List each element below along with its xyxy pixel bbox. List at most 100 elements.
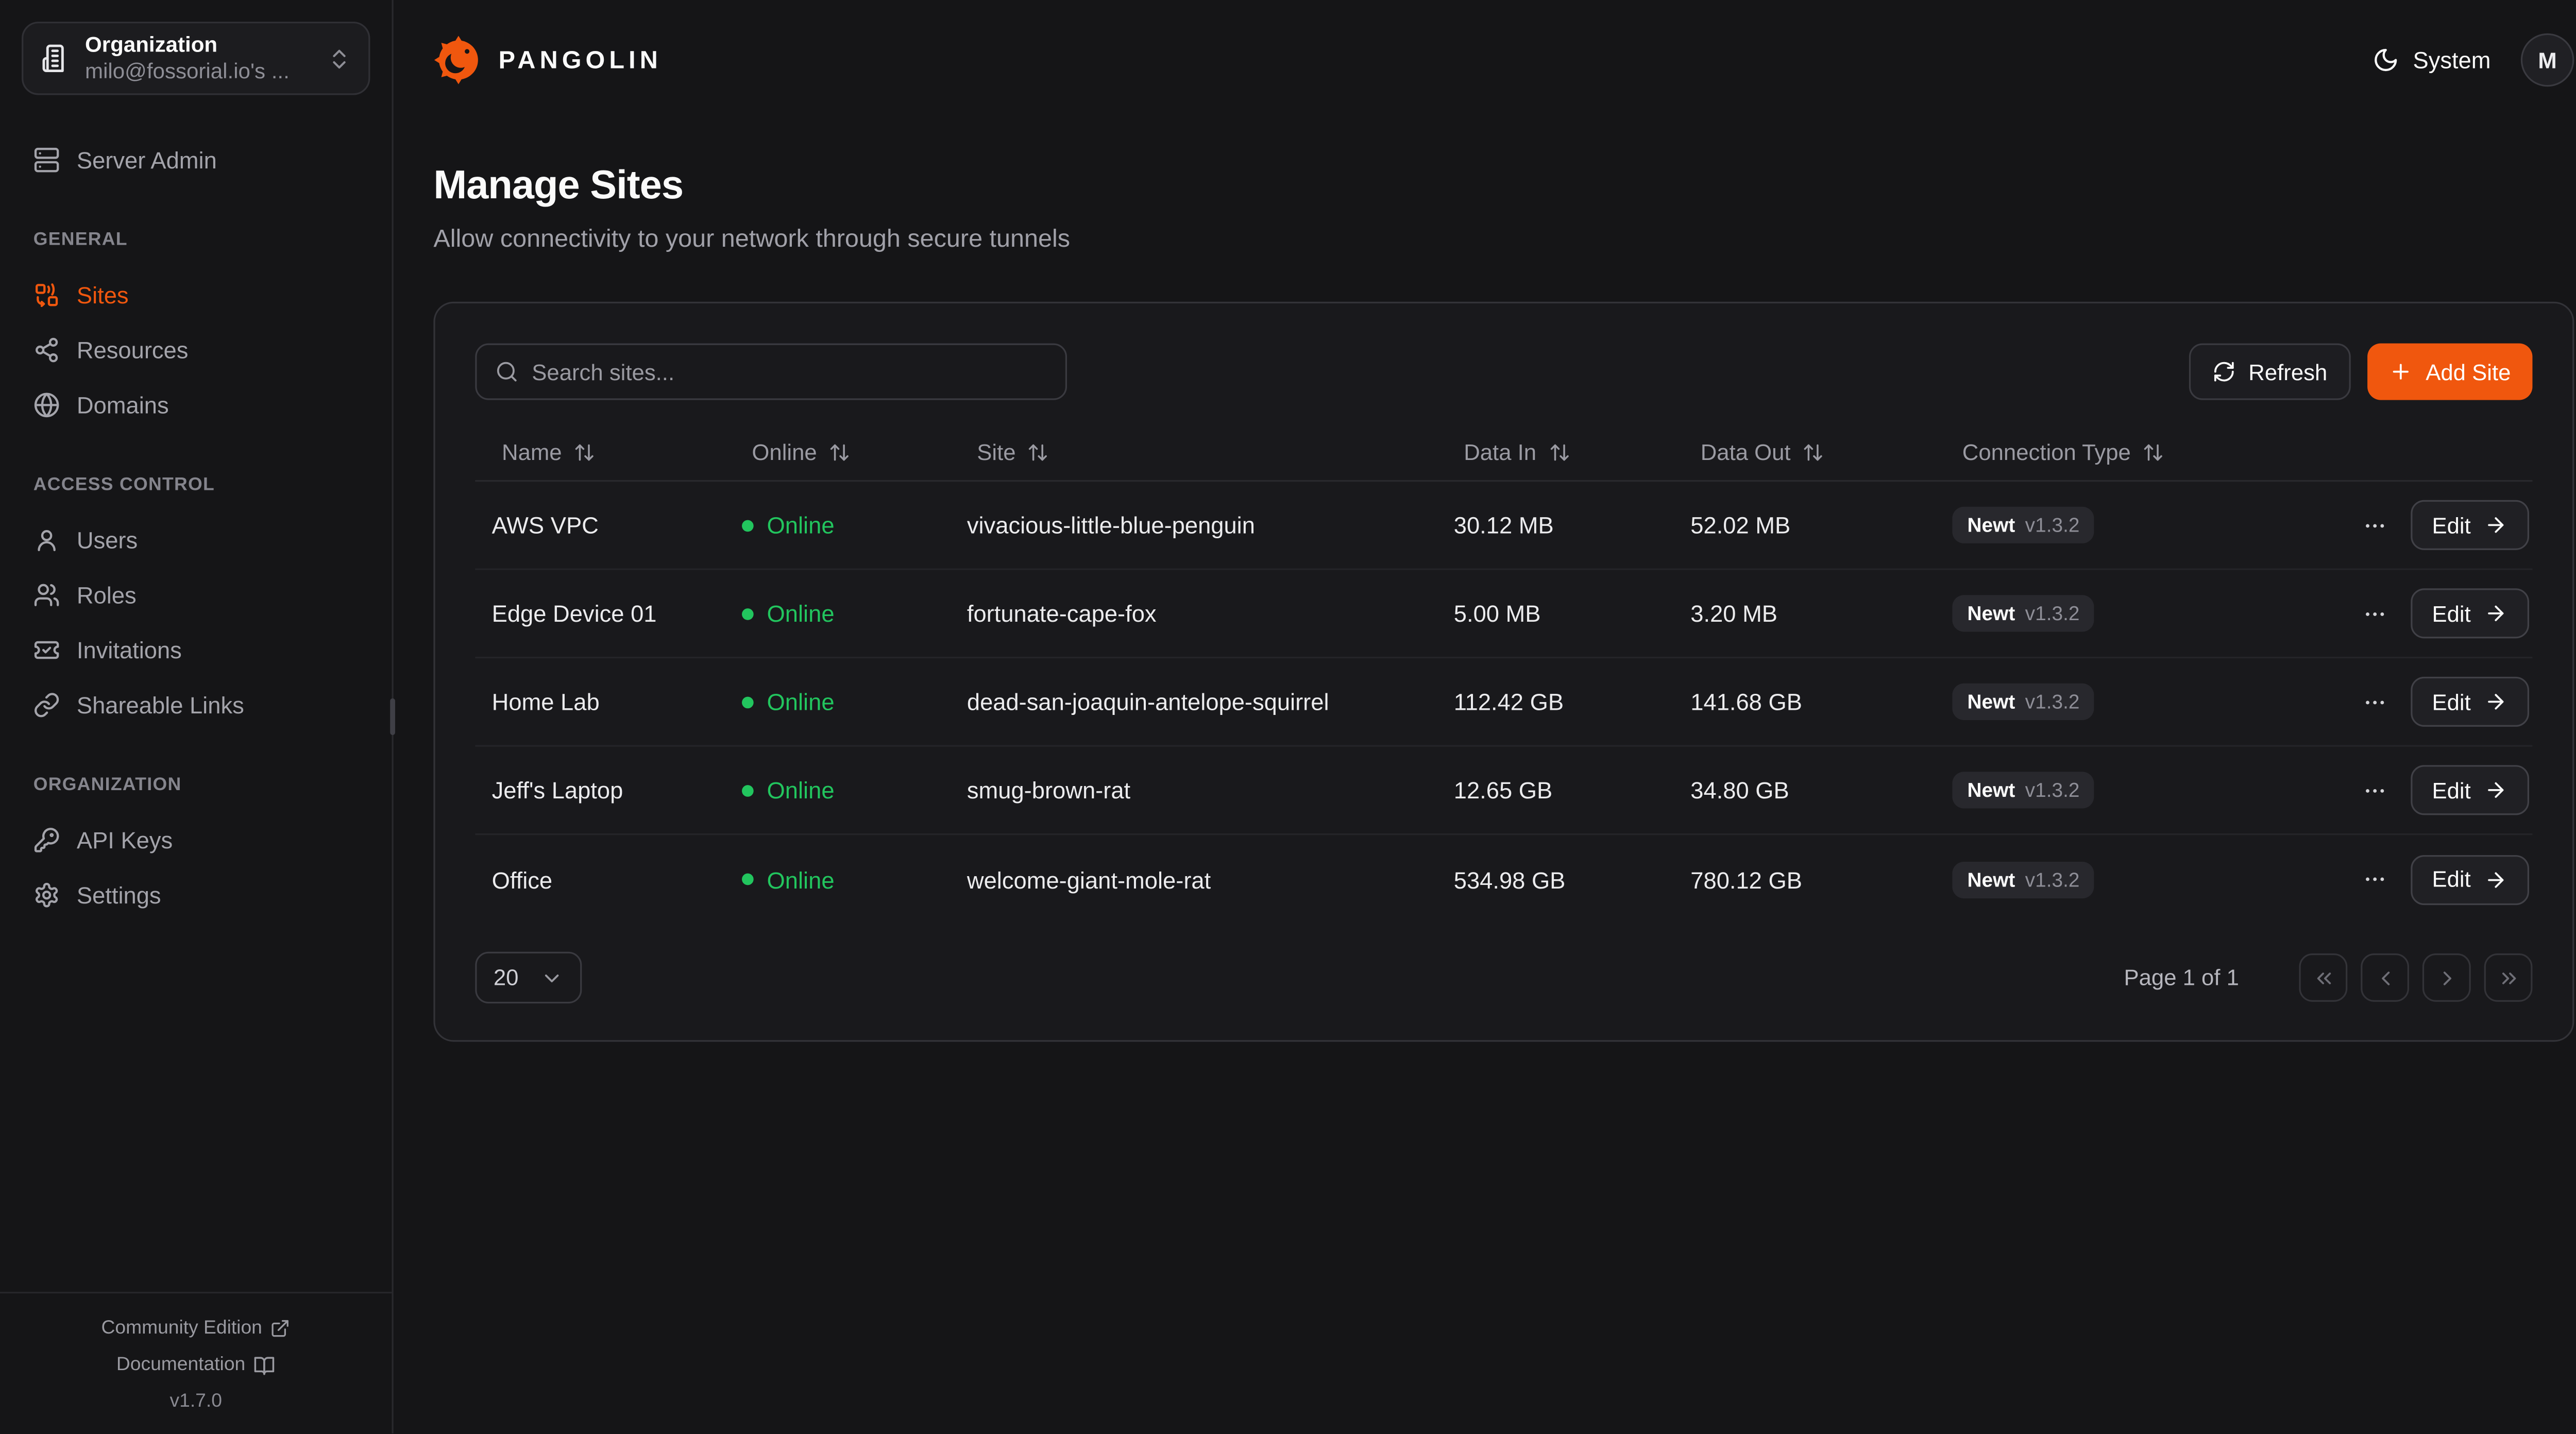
sidebar-item-label: Settings	[76, 881, 161, 909]
avatar-initial: M	[2538, 47, 2557, 73]
sort-header-data-out[interactable]: Data Out	[1674, 440, 1936, 465]
connection-type: Newt	[1967, 513, 2015, 537]
sidebar-item-domains[interactable]: Domains	[27, 380, 365, 430]
column-label: Name	[502, 440, 562, 465]
sidebar: Organization milo@fossorial.io's ... Ser…	[0, 0, 395, 1433]
share-icon	[33, 337, 60, 364]
sort-icon	[1802, 442, 1824, 464]
first-page-button[interactable]	[2299, 953, 2348, 1002]
sidebar-item-roles[interactable]: Roles	[27, 570, 365, 620]
online-label: Online	[767, 776, 835, 804]
sites-card: Refresh Add Site Name Online Site Data I…	[433, 301, 2574, 1042]
edit-label: Edit	[2432, 689, 2471, 714]
prev-page-button[interactable]	[2361, 953, 2410, 1002]
community-edition-link[interactable]: Community Edition	[0, 1310, 392, 1346]
section-heading-access-control: ACCESS CONTROL	[33, 475, 215, 496]
org-value: milo@fossorial.io's ...	[85, 58, 290, 83]
sidebar-item-label: Sites	[76, 281, 129, 309]
sidebar-item-label: Roles	[76, 582, 137, 609]
arrow-right-icon	[2484, 602, 2507, 625]
app-version: v1.7.0	[170, 1392, 222, 1412]
link-icon	[33, 692, 60, 719]
table-row: Office Online welcome-giant-mole-rat 534…	[475, 835, 2532, 924]
user-icon	[33, 527, 60, 554]
sidebar-item-label: Server Admin	[76, 146, 217, 174]
edit-button[interactable]: Edit	[2410, 588, 2530, 639]
row-menu-button[interactable]	[2355, 505, 2396, 545]
cell-site: dead-san-joaquin-antelope-squirrel	[967, 688, 1329, 715]
row-menu-button[interactable]	[2355, 682, 2396, 722]
edit-label: Edit	[2432, 513, 2471, 538]
cell-connection-type: Newt v1.3.2	[1936, 506, 2252, 543]
edit-button[interactable]: Edit	[2410, 854, 2530, 904]
sidebar-resize-handle[interactable]	[390, 698, 395, 736]
next-page-button[interactable]	[2422, 953, 2471, 1002]
globe-icon	[33, 391, 60, 418]
edit-button[interactable]: Edit	[2410, 500, 2530, 550]
online-label: Online	[767, 866, 835, 893]
page-size-select[interactable]: 20	[475, 951, 582, 1004]
cell-online: Online	[725, 688, 951, 715]
org-label: Organization	[85, 31, 218, 57]
online-dot-icon	[742, 873, 754, 885]
sidebar-item-sites[interactable]: Sites	[27, 270, 365, 320]
documentation-label: Documentation	[116, 1355, 246, 1375]
edit-label: Edit	[2432, 601, 2471, 626]
theme-toggle-button[interactable]: System	[2373, 47, 2491, 73]
card-footer: 20 Page 1 of 1	[475, 951, 2533, 1004]
table-row: Edge Device 01 Online fortunate-cape-fox…	[475, 570, 2533, 659]
online-label: Online	[767, 600, 835, 627]
documentation-link[interactable]: Documentation	[0, 1347, 392, 1384]
sort-header-connection-type[interactable]: Connection Type	[1936, 440, 2252, 465]
edit-button[interactable]: Edit	[2410, 765, 2530, 815]
sort-header-site[interactable]: Site	[951, 440, 1437, 465]
org-selector[interactable]: Organization milo@fossorial.io's ...	[22, 22, 370, 95]
sidebar-footer: Community Edition Documentation v1.7.0	[0, 1291, 392, 1433]
sort-header-online[interactable]: Online	[725, 440, 951, 465]
avatar[interactable]: M	[2520, 33, 2574, 87]
cell-data-in: 112.42 GB	[1453, 688, 1564, 715]
cell-data-out: 141.68 GB	[1690, 688, 1802, 715]
row-menu-button[interactable]	[2355, 859, 2396, 899]
edit-button[interactable]: Edit	[2410, 676, 2530, 727]
row-menu-button[interactable]	[2355, 770, 2396, 810]
edit-label: Edit	[2432, 866, 2471, 892]
search-box	[475, 343, 1067, 400]
brand: PANGOLIN	[433, 35, 662, 85]
arrow-right-icon	[2484, 514, 2507, 537]
sidebar-item-resources[interactable]: Resources	[27, 325, 365, 375]
sort-header-data-in[interactable]: Data In	[1437, 440, 1674, 465]
arrow-right-icon	[2484, 867, 2507, 891]
content: Manage Sites Allow connectivity to your …	[394, 120, 2576, 1042]
cell-data-out: 52.02 MB	[1690, 511, 1791, 539]
pagination: Page 1 of 1	[2124, 953, 2533, 1002]
edit-label: Edit	[2432, 777, 2471, 803]
online-dot-icon	[742, 784, 754, 796]
column-label: Data In	[1464, 440, 1537, 465]
ticket-check-icon	[33, 637, 60, 663]
sidebar-item-shareable-links[interactable]: Shareable Links	[27, 680, 365, 730]
sort-header-name[interactable]: Name	[475, 440, 725, 465]
add-site-button[interactable]: Add Site	[2367, 343, 2533, 400]
sites-table: Name Online Site Data In Data Out Connec…	[475, 425, 2533, 924]
connection-type: Newt	[1967, 602, 2015, 625]
sidebar-item-settings[interactable]: Settings	[27, 870, 365, 920]
sidebar-item-server-admin[interactable]: Server Admin	[27, 135, 365, 185]
sort-icon	[573, 442, 595, 464]
cell-actions: Edit	[2252, 765, 2533, 815]
connection-version: v1.3.2	[2025, 602, 2080, 625]
arrow-right-icon	[2484, 690, 2507, 713]
sidebar-item-invitations[interactable]: Invitations	[27, 625, 365, 675]
chevrons-right-icon	[2497, 966, 2520, 989]
row-menu-button[interactable]	[2355, 593, 2396, 634]
sidebar-item-api-keys[interactable]: API Keys	[27, 815, 365, 865]
building-icon	[40, 43, 70, 73]
last-page-button[interactable]	[2484, 953, 2533, 1002]
search-input[interactable]	[532, 359, 1047, 384]
sidebar-item-users[interactable]: Users	[27, 515, 365, 565]
refresh-button[interactable]: Refresh	[2188, 343, 2351, 400]
cell-data-out: 780.12 GB	[1690, 866, 1802, 893]
connection-type: Newt	[1967, 778, 2015, 802]
sidebar-item-label: API Keys	[76, 827, 173, 853]
cell-actions: Edit	[2252, 500, 2533, 550]
